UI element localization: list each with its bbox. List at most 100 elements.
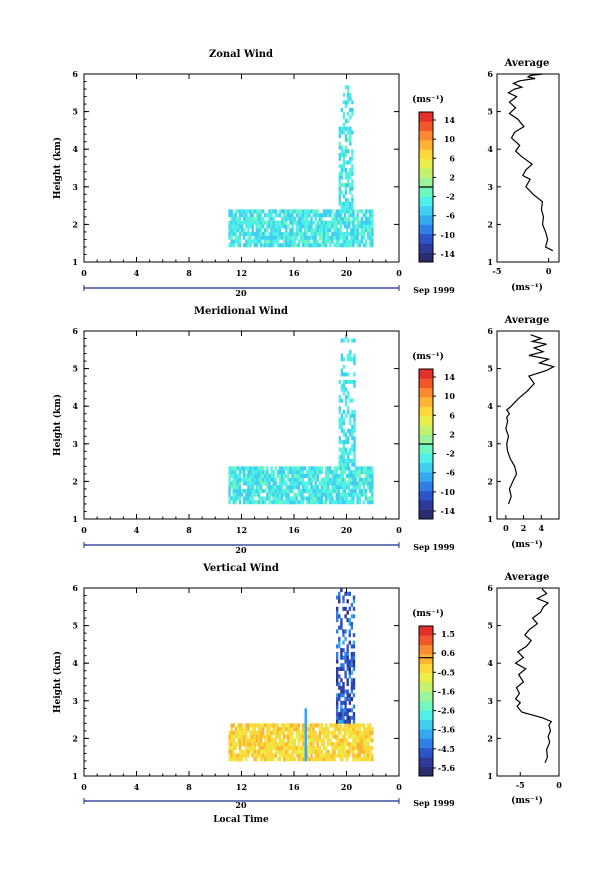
- heatmap-cell: [234, 470, 238, 475]
- heatmap-cell: [362, 488, 366, 493]
- heatmap-cell: [232, 213, 235, 218]
- x-tick-label: 8: [186, 268, 192, 278]
- heatmap-cell: [245, 742, 248, 747]
- heatmap-cell: [322, 485, 326, 490]
- heatmap-cell: [345, 500, 349, 505]
- heatmap-cell: [351, 183, 354, 188]
- heatmap-cell: [249, 485, 252, 490]
- heatmap-cell: [306, 481, 309, 486]
- heatmap-cell: [366, 727, 370, 732]
- colorbar-swatch: [419, 415, 433, 426]
- heatmap-cell: [338, 141, 342, 146]
- heatmap-cell: [287, 723, 290, 728]
- heatmap-cell: [310, 477, 313, 482]
- heatmap-cell: [364, 738, 368, 743]
- heatmap-cell: [349, 190, 352, 195]
- heatmap-cell: [352, 753, 355, 758]
- heatmap-cell: [353, 440, 356, 445]
- heatmap-cell: [295, 228, 298, 233]
- heatmap-cell: [255, 749, 259, 754]
- heatmap-cell: [340, 353, 344, 358]
- heatmap-cell: [339, 228, 343, 233]
- heatmap-cell: [350, 715, 354, 720]
- heatmap-cell: [243, 749, 246, 754]
- heatmap-cell: [344, 708, 347, 713]
- heatmap-cell: [238, 749, 242, 754]
- heatmap-cell: [247, 224, 250, 229]
- heatmap-cell: [329, 224, 332, 229]
- heatmap-cell: [343, 749, 347, 754]
- heatmap-cell: [316, 231, 319, 236]
- heatmap-cell: [247, 749, 250, 754]
- heatmap-cell: [255, 216, 259, 221]
- heatmap-cell: [312, 757, 315, 762]
- heatmap-cell: [350, 235, 353, 240]
- heatmap-cell: [306, 470, 309, 475]
- heatmap-cell: [274, 477, 277, 482]
- heatmap-cell: [339, 500, 343, 505]
- heatmap-cell: [232, 749, 235, 754]
- heatmap-cell: [282, 492, 286, 497]
- heatmap-cell: [257, 753, 261, 758]
- heatmap-cell: [345, 723, 349, 728]
- heatmap-cell: [253, 235, 256, 240]
- heatmap-cell: [261, 243, 265, 248]
- heatmap-cell: [261, 496, 265, 501]
- heatmap-cell: [350, 228, 353, 233]
- heatmap-cell: [348, 633, 351, 638]
- y-tick-label: 1: [72, 257, 78, 267]
- heatmap-cell: [371, 216, 374, 221]
- heatmap-cell: [268, 742, 271, 747]
- heatmap-cell: [266, 243, 269, 248]
- heatmap-cell: [306, 231, 309, 236]
- heatmap-cell: [299, 481, 303, 486]
- heatmap-cell: [234, 485, 238, 490]
- heatmap-cell: [253, 239, 256, 244]
- heatmap-cell: [255, 224, 259, 229]
- heatmap-cell: [345, 239, 349, 244]
- heatmap-cell: [366, 216, 370, 221]
- colorbar-swatch: [419, 406, 433, 417]
- heatmap-cell: [344, 104, 348, 109]
- heatmap-cell: [266, 239, 269, 244]
- colorbar-tick-label: -0.5: [438, 667, 455, 677]
- zonal-average-frame: [496, 73, 560, 263]
- heatmap-cell: [234, 730, 238, 735]
- heatmap-cell: [369, 224, 372, 229]
- heatmap-cell: [295, 473, 298, 478]
- heatmap-cell: [371, 485, 374, 490]
- heatmap-cell: [245, 727, 248, 732]
- heatmap-cell: [280, 500, 284, 505]
- heatmap-cell: [230, 485, 233, 490]
- heatmap-cell: [274, 496, 277, 501]
- heatmap-cell: [232, 231, 235, 236]
- heatmap-cell: [337, 488, 340, 493]
- heatmap-cell: [303, 209, 307, 214]
- heatmap-cell: [291, 727, 294, 732]
- heatmap-cell: [340, 152, 344, 158]
- heatmap-cell: [291, 723, 294, 728]
- heatmap-cell: [327, 727, 330, 732]
- heatmap-cell: [342, 122, 346, 127]
- heatmap-cell: [344, 387, 348, 392]
- heatmap-cell: [247, 488, 250, 493]
- heatmap-cell: [349, 137, 352, 142]
- heatmap-cell: [356, 470, 359, 475]
- heatmap-cell: [322, 209, 326, 214]
- colorbar-swatch: [419, 500, 433, 510]
- heatmap-cell: [343, 496, 347, 501]
- heatmap-cell: [348, 492, 351, 497]
- heatmap-cell: [346, 655, 349, 660]
- heatmap-cell: [341, 745, 345, 750]
- heatmap-cell: [348, 243, 351, 248]
- heatmap-cell: [320, 488, 324, 493]
- heatmap-cell: [230, 213, 233, 218]
- heatmap-cell: [308, 496, 311, 501]
- heatmap-cell: [293, 209, 296, 214]
- heatmap-cell: [251, 727, 254, 732]
- heatmap-cell: [255, 220, 259, 225]
- heatmap-cell: [352, 209, 355, 214]
- heatmap-cell: [340, 428, 344, 433]
- heatmap-cell: [291, 477, 294, 482]
- heatmap-cell: [291, 231, 294, 236]
